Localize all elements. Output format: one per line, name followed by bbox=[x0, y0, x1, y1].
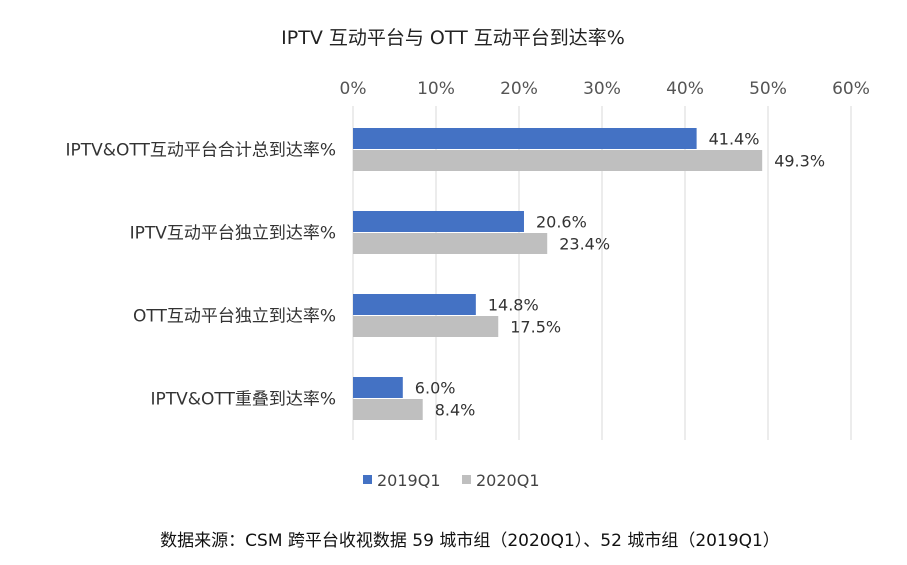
legend: 2019Q1 2020Q1 bbox=[363, 471, 540, 490]
data-label: 17.5% bbox=[510, 318, 561, 337]
category-label: OTT互动平台独立到达率% bbox=[133, 307, 336, 327]
category-labels: IPTV&OTT互动平台合计总到达率% IPTV互动平台独立到达率% OTT互动平台… bbox=[65, 141, 336, 410]
legend-swatch bbox=[363, 475, 372, 484]
legend-label: 2019Q1 bbox=[377, 471, 441, 490]
x-tick-label: 30% bbox=[583, 79, 621, 99]
bar-2019Q1 bbox=[353, 128, 697, 149]
data-label: 20.6% bbox=[536, 213, 587, 232]
x-tick-label: 20% bbox=[500, 79, 538, 99]
x-tick-label: 60% bbox=[832, 79, 870, 99]
data-label: 6.0% bbox=[415, 379, 456, 398]
category-label: IPTV&OTT重叠到达率% bbox=[150, 390, 336, 410]
legend-swatch bbox=[462, 475, 471, 484]
data-label: 23.4% bbox=[559, 235, 610, 254]
bar-2019Q1 bbox=[353, 294, 476, 315]
data-label: 49.3% bbox=[774, 152, 825, 171]
bar-2019Q1 bbox=[353, 377, 403, 398]
data-label: 41.4% bbox=[709, 130, 760, 149]
data-labels: 41.4% 49.3% 20.6% 23.4% 14.8% 17.5% 6.0% 8.4% bbox=[415, 130, 825, 420]
x-axis-ticks: 0% 10% 20% 30% 40% 50% 60% bbox=[340, 79, 870, 99]
category-label: IPTV互动平台独立到达率% bbox=[130, 224, 336, 244]
source-note: 数据来源：CSM 跨平台收视数据 59 城市组（2020Q1）、52 城市组（2… bbox=[160, 531, 780, 551]
data-label: 8.4% bbox=[435, 401, 476, 420]
bar-2020Q1 bbox=[353, 316, 499, 337]
x-tick-label: 0% bbox=[340, 79, 367, 99]
x-tick-label: 10% bbox=[417, 79, 455, 99]
bar-2020Q1 bbox=[353, 233, 548, 254]
x-tick-label: 50% bbox=[749, 79, 787, 99]
legend-label: 2020Q1 bbox=[476, 471, 540, 490]
category-label: IPTV&OTT互动平台合计总到达率% bbox=[65, 141, 336, 161]
data-label: 14.8% bbox=[488, 296, 539, 315]
bar-2019Q1 bbox=[353, 211, 524, 232]
bar-2020Q1 bbox=[353, 150, 763, 171]
bars bbox=[353, 128, 763, 420]
x-tick-label: 40% bbox=[666, 79, 704, 99]
chart-title: IPTV 互动平台与 OTT 互动平台到达率% bbox=[281, 27, 625, 49]
bar-2020Q1 bbox=[353, 399, 423, 420]
